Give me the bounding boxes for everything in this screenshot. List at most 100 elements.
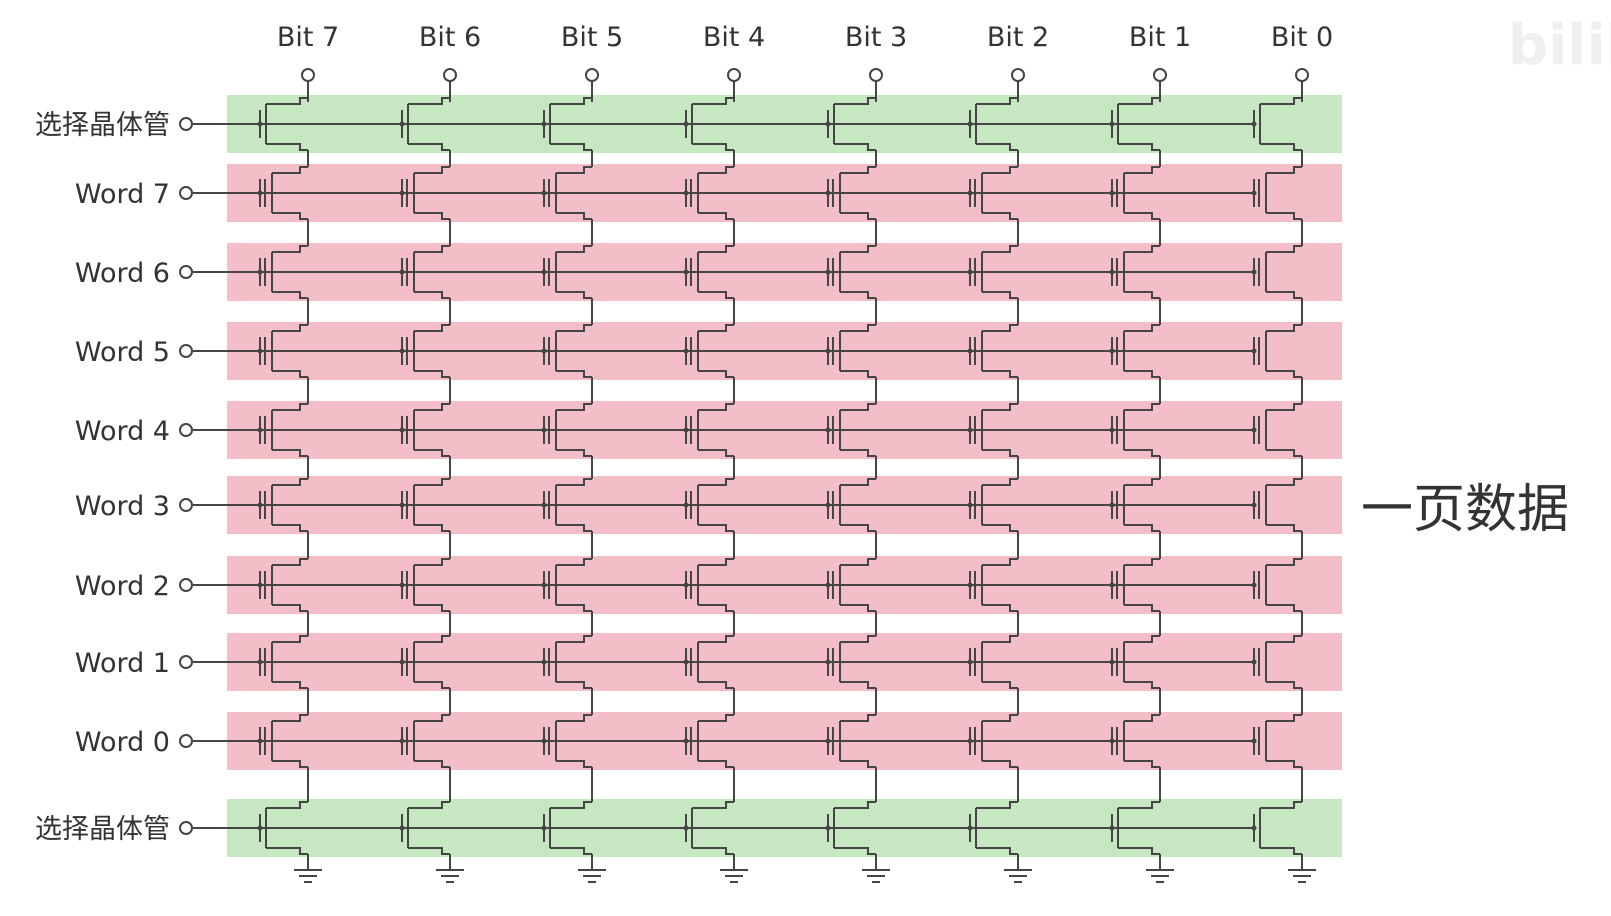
memory-cell-transistor [825,558,876,612]
bit-line-label: Bit 5 [561,22,623,53]
memory-cell-transistor [825,478,876,532]
bit-line-label: Bit 2 [987,22,1049,53]
ground-icon [1004,854,1032,883]
ground-icon [862,854,890,883]
memory-cell-transistor [1109,166,1160,220]
memory-cell-transistor [1251,324,1302,378]
bit-line-label: Bit 1 [1129,22,1191,53]
memory-cell-transistor [967,714,1018,768]
word-line-label: Word 0 [75,727,170,758]
row-bands [227,95,1342,857]
memory-cell-transistor [1251,245,1302,299]
select-transistor [257,97,308,151]
word-line-label: Word 7 [75,179,170,210]
memory-cell-transistor [541,714,592,768]
memory-cell-transistor [399,166,450,220]
labels: Bit 7 Bit 6 Bit 5 Bit 4 Bit 3 Bit 2 Bit 1 Bit 0… [35,22,1333,845]
select-transistor [1251,97,1302,151]
memory-cell-transistor [825,714,876,768]
ground-icon [436,854,464,883]
bit-line-label: Bit 7 [277,22,339,53]
memory-cell-transistor [541,635,592,689]
memory-cell-transistor [967,166,1018,220]
memory-cell-transistor [1251,166,1302,220]
select-transistor [967,801,1018,855]
word-line-terminal [179,265,193,279]
word-line-terminal [179,734,193,748]
memory-cell-transistor [1109,403,1160,457]
watermark-logo: bilibili [1508,13,1611,78]
memory-cell-transistor [541,245,592,299]
memory-cell-transistor [683,714,734,768]
word-line-label: Word 6 [75,258,170,289]
word-line-terminal [179,498,193,512]
word-line-terminal [179,655,193,669]
memory-cell-transistor [967,403,1018,457]
word-line-terminal [179,117,193,131]
word-line-terminal [179,423,193,437]
memory-cell-transistor [967,478,1018,532]
memory-cell-transistor [257,166,308,220]
memory-cell-transistor [967,635,1018,689]
select-transistor [683,801,734,855]
word-line-label: Word 5 [75,337,170,368]
word-line-terminal [179,578,193,592]
memory-cell-transistor [257,245,308,299]
word-line-label: Word 1 [75,648,170,679]
memory-cell-transistor [257,478,308,532]
memory-cell-transistor [257,635,308,689]
memory-cell-transistor [1109,324,1160,378]
memory-cell-transistor [1251,478,1302,532]
memory-cell-transistor [825,635,876,689]
memory-cell-transistor [967,245,1018,299]
word-line-label: Word 4 [75,416,170,447]
memory-cell-transistor [541,478,592,532]
select-transistor [1109,801,1160,855]
memory-cell-transistor [683,635,734,689]
ground-icon [1288,854,1316,883]
bit-line-terminal [443,68,457,82]
select-transistor [541,801,592,855]
word-line-terminal [179,186,193,200]
memory-cell-transistor [683,166,734,220]
memory-cell-transistor [541,558,592,612]
memory-cell-transistor [825,403,876,457]
memory-cell-transistor [541,166,592,220]
ground-icon [578,854,606,883]
select-transistor [1109,97,1160,151]
memory-cell-transistor [1109,478,1160,532]
memory-cell-transistor [257,324,308,378]
select-transistor [541,97,592,151]
word-line-terminal [179,821,193,835]
memory-cell-transistor [399,478,450,532]
bit-line-terminal [1153,68,1167,82]
bit-line-terminal [301,68,315,82]
memory-cell-transistor [1251,403,1302,457]
select-transistor [683,97,734,151]
select-transistor [825,97,876,151]
bit-line-terminal [1295,68,1309,82]
bit-line-terminal [1011,68,1025,82]
memory-cell-transistor [399,714,450,768]
ground-icon [294,854,322,883]
memory-cell-transistor [683,403,734,457]
word-line-label: Word 2 [75,571,170,602]
bit-line-label: Bit 0 [1271,22,1333,53]
memory-cell-transistor [399,403,450,457]
memory-cell-transistor [399,635,450,689]
memory-cell-transistor [541,324,592,378]
select-transistor-label: 选择晶体管 [35,814,170,845]
circuit-wires [179,68,1316,883]
bit-line-terminal [869,68,883,82]
bit-line-terminal [727,68,741,82]
word-line-terminal [179,344,193,358]
memory-cell-transistor [1109,714,1160,768]
memory-cell-transistor [541,403,592,457]
memory-cell-transistor [1109,635,1160,689]
memory-cell-transistor [683,245,734,299]
memory-cell-transistor [1251,714,1302,768]
memory-cell-transistor [825,245,876,299]
memory-cell-transistor [683,478,734,532]
select-transistor [1251,801,1302,855]
